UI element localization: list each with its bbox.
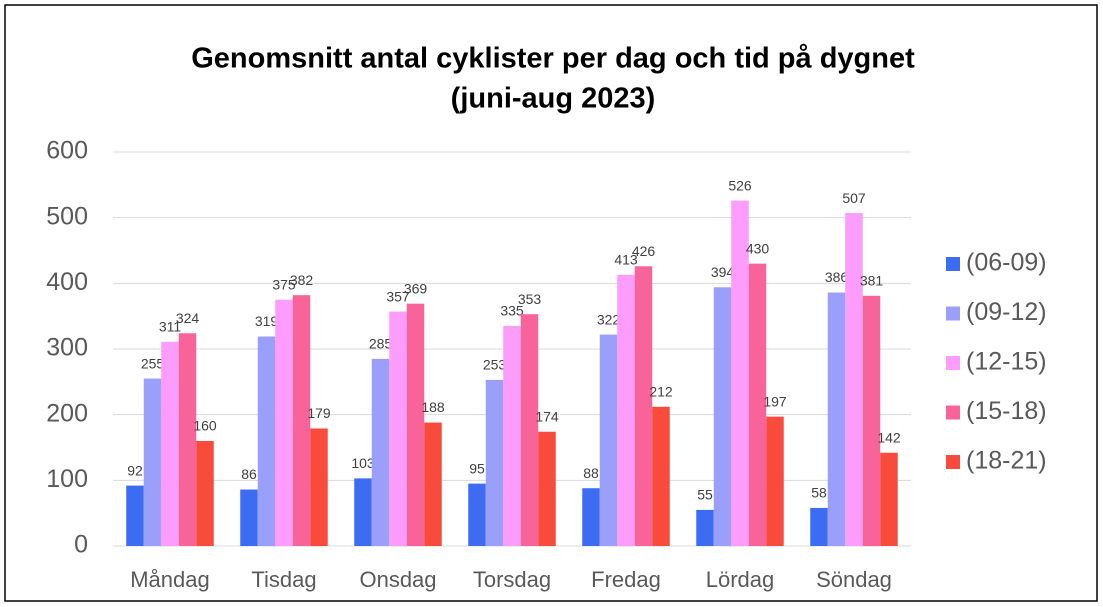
data-label: 386: [825, 269, 849, 285]
data-label: 88: [583, 465, 599, 481]
bar: [731, 200, 749, 547]
bar: [240, 489, 258, 546]
data-label: 188: [421, 399, 445, 415]
bar: [599, 334, 618, 546]
bar: [520, 314, 539, 546]
bar: [696, 509, 714, 546]
bar: [178, 333, 197, 546]
bar: [143, 378, 162, 546]
bar: [748, 263, 767, 546]
bar: [538, 431, 556, 546]
data-label: 357: [386, 288, 410, 304]
data-label: 179: [307, 405, 331, 421]
bar: [196, 440, 214, 546]
data-label: 58: [811, 485, 827, 501]
data-label: 55: [697, 487, 713, 503]
data-label: 160: [193, 418, 217, 434]
data-label: 311: [159, 318, 182, 334]
data-label: 322: [597, 311, 621, 327]
bar: [354, 478, 372, 546]
data-label: 375: [272, 276, 296, 292]
bar: [406, 303, 425, 546]
data-label: 285: [369, 336, 393, 352]
bar: [389, 311, 407, 546]
bar: [424, 422, 442, 546]
bar: [292, 295, 311, 546]
data-label: 335: [500, 303, 524, 319]
bar: [652, 406, 670, 546]
bar: [126, 485, 144, 546]
bar: [880, 452, 898, 546]
bar: [766, 416, 784, 546]
y-tick-label: 600: [46, 137, 88, 165]
data-label: 369: [404, 280, 428, 296]
data-label: 103: [351, 455, 375, 471]
data-label: 381: [860, 273, 884, 289]
data-label: 253: [483, 357, 507, 373]
legend-swatch: [946, 405, 960, 420]
y-tick-label: 400: [46, 268, 88, 296]
bar: [310, 428, 328, 546]
legend-swatch: [946, 306, 960, 321]
data-label: 353: [518, 291, 542, 307]
data-label: 142: [877, 429, 901, 445]
data-label: 507: [842, 190, 866, 206]
x-tick-label: Onsdag: [359, 567, 436, 592]
legend-label: (12-15): [966, 348, 1047, 376]
legend-label: (18-21): [966, 447, 1047, 475]
chart-title: Genomsnitt antal cyklister per dag och t…: [191, 43, 915, 75]
y-tick-label: 200: [46, 399, 88, 427]
legend-swatch: [946, 356, 960, 370]
x-tick-label: Torsdag: [473, 567, 551, 592]
bar: [275, 299, 293, 546]
bar: [582, 488, 600, 546]
bar: [257, 336, 276, 546]
data-label: 95: [469, 460, 485, 476]
bar: [810, 507, 828, 546]
data-label: 197: [763, 393, 787, 409]
data-label: 526: [728, 177, 752, 193]
bar: [845, 213, 863, 546]
legend-label: (09-12): [966, 298, 1047, 326]
data-label: 174: [535, 408, 559, 424]
x-tick-label: Måndag: [130, 567, 210, 592]
data-label: 324: [176, 310, 200, 326]
bar: [485, 379, 504, 546]
bar: [617, 274, 635, 546]
data-label: 430: [746, 240, 770, 256]
legend-swatch: [946, 257, 960, 271]
data-label: 212: [649, 383, 673, 399]
y-tick-label: 0: [74, 531, 88, 559]
data-label: 255: [141, 355, 165, 371]
bar: [634, 266, 653, 546]
x-tick-label: Söndag: [816, 567, 892, 592]
bar: [468, 483, 486, 546]
data-label: 92: [127, 462, 143, 478]
data-label: 319: [255, 313, 279, 329]
bar: [862, 295, 881, 546]
bar: [827, 292, 846, 546]
bar: [713, 287, 732, 546]
y-tick-label: 500: [46, 202, 88, 230]
x-tick-label: Lördag: [706, 567, 775, 592]
y-tick-label: 100: [46, 465, 88, 493]
data-label: 394: [711, 264, 735, 280]
bar: [161, 341, 179, 546]
data-label: 382: [290, 272, 314, 288]
legend-label: (06-09): [966, 249, 1047, 277]
data-label: 426: [632, 243, 656, 259]
y-tick-label: 300: [46, 334, 88, 362]
data-label: 86: [241, 466, 257, 482]
chart-title: (juni-aug 2023): [451, 83, 656, 115]
x-tick-label: Fredag: [591, 567, 661, 592]
bar: [371, 358, 390, 546]
legend-swatch: [946, 455, 960, 469]
bar: [503, 326, 521, 546]
x-tick-label: Tisdag: [251, 567, 316, 592]
legend-label: (15-18): [966, 397, 1047, 425]
data-label: 413: [614, 251, 638, 267]
